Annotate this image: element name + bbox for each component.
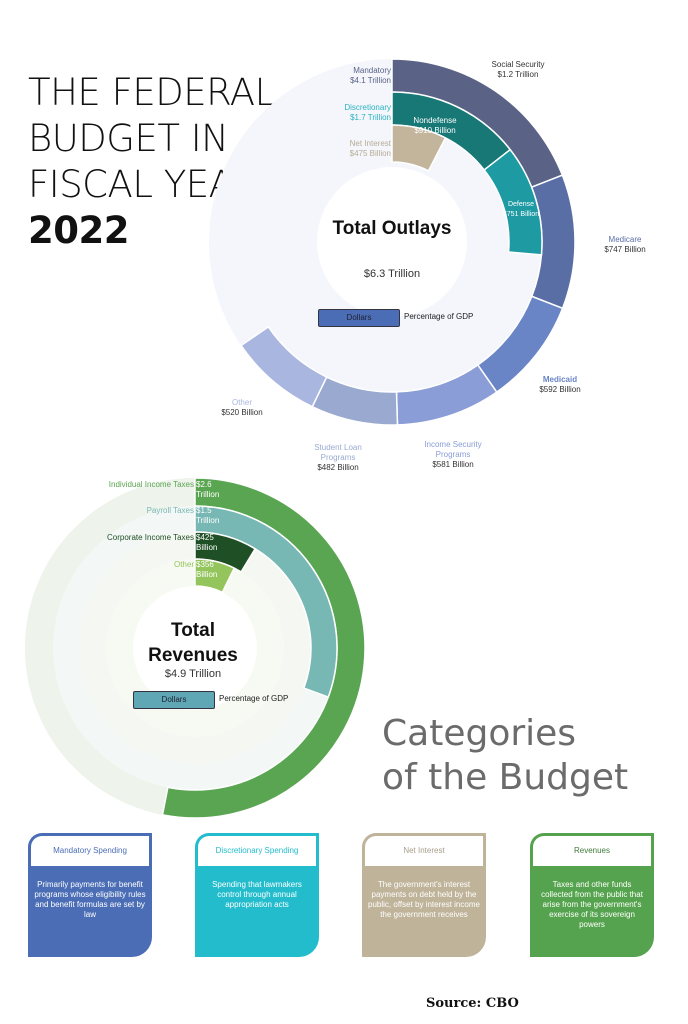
card-revenues: Revenues Taxes and other funds collected… [530,833,654,957]
label-individual: Individual Income Taxes [108,480,194,489]
gdp-toggle[interactable]: Percentage of GDP [219,694,289,703]
label-net-interest: Net Interest $475 Billion [349,139,391,158]
label-other-outlays: Other $520 Billion [221,398,263,417]
segment-net-interest[interactable] [391,124,447,172]
categories-heading: Categories of the Budget [382,712,628,800]
revenues-title: Total Revenues [148,620,238,666]
card-discretionary: Discretionary Spending Spending that law… [195,833,319,957]
segment-defense[interactable] [483,148,543,256]
title-line: THE FEDERAL [28,71,275,114]
card-text: Primarily payments for benefit programs … [28,866,152,957]
segment-other[interactable] [240,325,328,408]
title-year: 2022 [28,209,129,252]
outlays-title: Total Outlays [332,218,452,239]
value-corporate: $425 Billion [196,533,218,552]
card-text: The government's interest payments on de… [362,866,486,957]
gdp-toggle[interactable]: Percentage of GDP [404,312,474,321]
card-text: Spending that lawmakers control through … [195,866,319,957]
segment-other[interactable] [194,558,236,594]
heading-line: Categories [382,713,577,754]
label-student-loans: Student Loan Programs $482 Billion [314,443,362,472]
card-net-interest: Net Interest The government's interest p… [362,833,486,957]
segment-payroll-taxes[interactable] [194,505,338,699]
label-defense: Defense $751 Billion [502,201,540,218]
card-mandatory: Mandatory Spending Primarily payments fo… [28,833,152,957]
value-payroll: $1.5 Trillion [196,506,220,525]
label-mandatory: Mandatory $4.1 Trillion [350,66,391,85]
heading-line: of the Budget [382,757,629,798]
dollars-toggle[interactable]: Dollars [318,309,400,327]
title-line: BUDGET IN [28,117,229,160]
label-medicare: Medicare $747 Billion [604,235,646,254]
card-text: Taxes and other funds collected from the… [530,866,654,957]
value-other-rev: $356 Billion [196,560,218,579]
revenues-center [133,586,257,710]
source-note: Source: CBO [426,996,519,1011]
card-title: Revenues [530,833,654,866]
value-individual: $2.6 Trillion [196,480,220,499]
label-payroll: Payroll Taxes [146,506,194,515]
card-title: Mandatory Spending [28,833,152,866]
label-discretionary: Discretionary $1.7 Trillion [344,103,391,122]
label-income-security: Income Security Programs $581 Billion [424,440,482,469]
label-nondefense: Nondefense $910 Billion [413,116,457,135]
outlays-total: $6.3 Trillion [363,268,421,280]
label-corporate: Corporate Income Taxes [106,533,194,542]
dollars-toggle[interactable]: Dollars [133,691,215,709]
revenues-total: $4.9 Trillion [164,668,222,680]
label-other-rev: Other [173,560,194,569]
label-social-security: Social Security $1.2 Trillion [491,60,545,79]
card-title: Net Interest [362,833,486,866]
card-title: Discretionary Spending [195,833,319,866]
label-medicaid: Medicaid $592 Billion [539,375,581,394]
outlays-center [317,167,467,317]
